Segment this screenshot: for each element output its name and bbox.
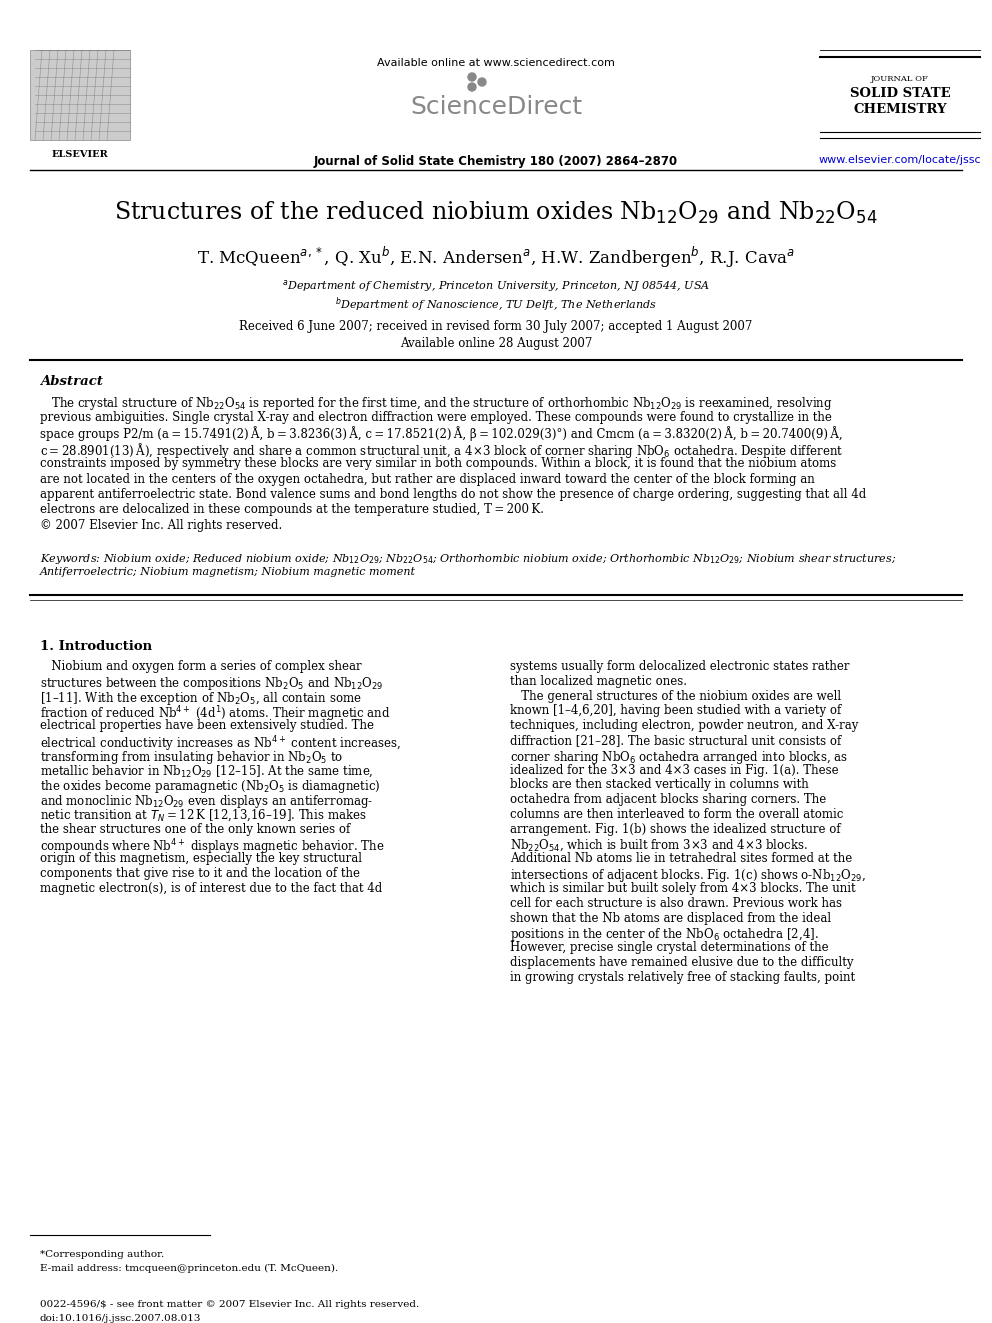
Text: netic transition at $T_N$ = 12 K [12,13,16–19]. This makes: netic transition at $T_N$ = 12 K [12,13,…	[40, 808, 367, 823]
Text: [1–11]. With the exception of Nb$_2$O$_5$, all contain some: [1–11]. With the exception of Nb$_2$O$_5…	[40, 689, 362, 706]
Text: metallic behavior in Nb$_{12}$O$_{29}$ [12–15]. At the same time,: metallic behavior in Nb$_{12}$O$_{29}$ […	[40, 763, 374, 779]
Text: magnetic electron(s), is of interest due to the fact that 4d: magnetic electron(s), is of interest due…	[40, 882, 382, 894]
Circle shape	[468, 73, 476, 81]
Text: diffraction [21–28]. The basic structural unit consists of: diffraction [21–28]. The basic structura…	[510, 734, 841, 747]
Text: Structures of the reduced niobium oxides Nb$_{12}$O$_{29}$ and Nb$_{22}$O$_{54}$: Structures of the reduced niobium oxides…	[114, 200, 878, 226]
Text: JOURNAL OF: JOURNAL OF	[871, 75, 929, 83]
Text: 1. Introduction: 1. Introduction	[40, 640, 152, 654]
Text: which is similar but built solely from 4×3 blocks. The unit: which is similar but built solely from 4…	[510, 882, 856, 894]
Circle shape	[468, 83, 476, 91]
Text: The crystal structure of Nb$_{22}$O$_{54}$ is reported for the first time, and t: The crystal structure of Nb$_{22}$O$_{54…	[40, 396, 832, 411]
Text: *Corresponding author.: *Corresponding author.	[40, 1250, 165, 1259]
Text: in growing crystals relatively free of stacking faults, point: in growing crystals relatively free of s…	[510, 971, 855, 984]
Text: arrangement. Fig. 1(b) shows the idealized structure of: arrangement. Fig. 1(b) shows the idealiz…	[510, 823, 840, 836]
Text: T. McQueen$^{a,*}$, Q. Xu$^{b}$, E.N. Andersen$^{a}$, H.W. Zandbergen$^{b}$, R.J: T. McQueen$^{a,*}$, Q. Xu$^{b}$, E.N. An…	[197, 245, 795, 270]
Text: components that give rise to it and the location of the: components that give rise to it and the …	[40, 867, 360, 880]
Text: the oxides become paramagnetic (Nb$_2$O$_5$ is diamagnetic): the oxides become paramagnetic (Nb$_2$O$…	[40, 778, 381, 795]
Text: compounds where Nb$^{4+}$ displays magnetic behavior. The: compounds where Nb$^{4+}$ displays magne…	[40, 837, 385, 857]
Text: $^{a}$Department of Chemistry, Princeton University, Princeton, NJ 08544, USA: $^{a}$Department of Chemistry, Princeton…	[282, 278, 710, 294]
Text: Additional Nb atoms lie in tetrahedral sites formed at the: Additional Nb atoms lie in tetrahedral s…	[510, 852, 852, 865]
Text: The general structures of the niobium oxides are well: The general structures of the niobium ox…	[510, 689, 841, 703]
Text: electrons are delocalized in these compounds at the temperature studied, T = 200: electrons are delocalized in these compo…	[40, 504, 544, 516]
Text: Abstract: Abstract	[40, 374, 103, 388]
Text: cell for each structure is also drawn. Previous work has: cell for each structure is also drawn. P…	[510, 897, 842, 910]
Text: are not located in the centers of the oxygen octahedra, but rather are displaced: are not located in the centers of the ox…	[40, 472, 814, 486]
Text: Available online at www.sciencedirect.com: Available online at www.sciencedirect.co…	[377, 58, 615, 67]
Text: positions in the center of the NbO$_6$ octahedra [2,4].: positions in the center of the NbO$_6$ o…	[510, 926, 818, 943]
Text: structures between the compositions Nb$_2$O$_5$ and Nb$_{12}$O$_{29}$: structures between the compositions Nb$_…	[40, 675, 383, 692]
Text: doi:10.1016/j.jssc.2007.08.013: doi:10.1016/j.jssc.2007.08.013	[40, 1314, 201, 1323]
Text: Antiferroelectric; Niobium magnetism; Niobium magnetic moment: Antiferroelectric; Niobium magnetism; Ni…	[40, 568, 416, 577]
Text: octahedra from adjacent blocks sharing corners. The: octahedra from adjacent blocks sharing c…	[510, 794, 826, 806]
Text: apparent antiferroelectric state. Bond valence sums and bond lengths do not show: apparent antiferroelectric state. Bond v…	[40, 488, 866, 501]
Text: the shear structures one of the only known series of: the shear structures one of the only kno…	[40, 823, 350, 836]
Text: space groups P2/m (a = 15.7491(2) Å, b = 3.8236(3) Å, c = 17.8521(2) Å, β = 102.: space groups P2/m (a = 15.7491(2) Å, b =…	[40, 426, 842, 441]
Text: corner sharing NbO$_6$ octahedra arranged into blocks, as: corner sharing NbO$_6$ octahedra arrange…	[510, 749, 848, 766]
Text: techniques, including electron, powder neutron, and X-ray: techniques, including electron, powder n…	[510, 720, 858, 732]
Text: columns are then interleaved to form the overall atomic: columns are then interleaved to form the…	[510, 808, 843, 822]
Text: electrical conductivity increases as Nb$^{4+}$ content increases,: electrical conductivity increases as Nb$…	[40, 734, 401, 754]
Text: origin of this magnetism, especially the key structural: origin of this magnetism, especially the…	[40, 852, 362, 865]
Text: c = 28.8901(13) Å), respectively and share a common structural unit, a 4×3 block: c = 28.8901(13) Å), respectively and sha…	[40, 442, 843, 460]
Text: displacements have remained elusive due to the difficulty: displacements have remained elusive due …	[510, 957, 853, 968]
Text: 0022-4596/$ - see front matter © 2007 Elsevier Inc. All rights reserved.: 0022-4596/$ - see front matter © 2007 El…	[40, 1301, 420, 1308]
Text: electrical properties have been extensively studied. The: electrical properties have been extensiv…	[40, 720, 374, 732]
Text: transforming from insulating behavior in Nb$_2$O$_5$ to: transforming from insulating behavior in…	[40, 749, 343, 766]
Text: Journal of Solid State Chemistry 180 (2007) 2864–2870: Journal of Solid State Chemistry 180 (20…	[313, 155, 679, 168]
Text: intersections of adjacent blocks. Fig. 1(c) shows o-Nb$_{12}$O$_{29}$,: intersections of adjacent blocks. Fig. 1…	[510, 867, 866, 884]
Text: CHEMISTRY: CHEMISTRY	[853, 103, 946, 116]
Text: www.elsevier.com/locate/jssc: www.elsevier.com/locate/jssc	[818, 155, 981, 165]
Text: fraction of reduced Nb$^{4+}$ (4d$^1$) atoms. Their magnetic and: fraction of reduced Nb$^{4+}$ (4d$^1$) a…	[40, 704, 391, 724]
Text: previous ambiguities. Single crystal X-ray and electron diffraction were employe: previous ambiguities. Single crystal X-r…	[40, 410, 832, 423]
Text: systems usually form delocalized electronic states rather: systems usually form delocalized electro…	[510, 660, 849, 673]
Text: Keywords: Niobium oxide; Reduced niobium oxide; Nb$_{12}$O$_{29}$; Nb$_{22}$O$_{: Keywords: Niobium oxide; Reduced niobium…	[40, 552, 897, 566]
Text: ScienceDirect: ScienceDirect	[410, 95, 582, 119]
Text: E-mail address: tmcqueen@princeton.edu (T. McQueen).: E-mail address: tmcqueen@princeton.edu (…	[40, 1263, 338, 1273]
Text: SOLID STATE: SOLID STATE	[850, 87, 950, 101]
Text: ELSEVIER: ELSEVIER	[52, 149, 108, 159]
Text: However, precise single crystal determinations of the: However, precise single crystal determin…	[510, 941, 828, 954]
Text: and monoclinic Nb$_{12}$O$_{29}$ even displays an antiferromag-: and monoclinic Nb$_{12}$O$_{29}$ even di…	[40, 794, 373, 810]
Text: constraints imposed by symmetry these blocks are very similar in both compounds.: constraints imposed by symmetry these bl…	[40, 456, 836, 470]
Text: Nb$_{22}$O$_{54}$, which is built from 3×3 and 4×3 blocks.: Nb$_{22}$O$_{54}$, which is built from 3…	[510, 837, 808, 853]
Text: Available online 28 August 2007: Available online 28 August 2007	[400, 337, 592, 351]
Text: shown that the Nb atoms are displaced from the ideal: shown that the Nb atoms are displaced fr…	[510, 912, 831, 925]
FancyBboxPatch shape	[30, 50, 130, 140]
Text: known [1–4,6,20], having been studied with a variety of: known [1–4,6,20], having been studied wi…	[510, 704, 841, 717]
Text: blocks are then stacked vertically in columns with: blocks are then stacked vertically in co…	[510, 778, 808, 791]
Text: Received 6 June 2007; received in revised form 30 July 2007; accepted 1 August 2: Received 6 June 2007; received in revise…	[239, 320, 753, 333]
Circle shape	[478, 78, 486, 86]
Text: © 2007 Elsevier Inc. All rights reserved.: © 2007 Elsevier Inc. All rights reserved…	[40, 519, 283, 532]
Text: $^{b}$Department of Nanoscience, TU Delft, The Netherlands: $^{b}$Department of Nanoscience, TU Delf…	[335, 295, 657, 314]
Text: Niobium and oxygen form a series of complex shear: Niobium and oxygen form a series of comp…	[40, 660, 362, 673]
Text: than localized magnetic ones.: than localized magnetic ones.	[510, 675, 687, 688]
Text: idealized for the 3×3 and 4×3 cases in Fig. 1(a). These: idealized for the 3×3 and 4×3 cases in F…	[510, 763, 838, 777]
